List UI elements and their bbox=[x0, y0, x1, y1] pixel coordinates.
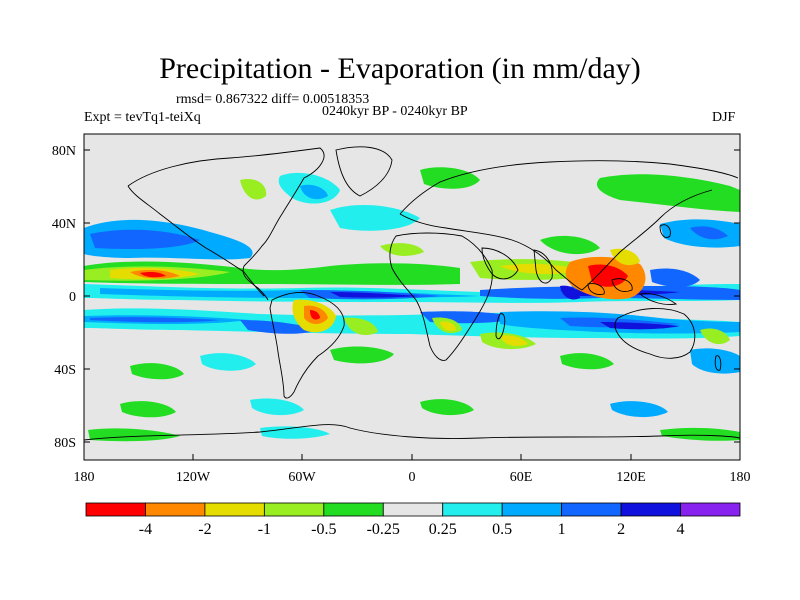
longitude-axis bbox=[83, 454, 741, 460]
season-label: DJF bbox=[712, 110, 736, 125]
lon-tick-label: 60W bbox=[288, 470, 316, 485]
lat-tick-label: 80S bbox=[54, 436, 76, 451]
lat-tick-label: 40N bbox=[52, 217, 76, 232]
lat-tick-label: 80N bbox=[52, 144, 76, 159]
lon-tick-label: 120E bbox=[616, 470, 646, 485]
precip-evap-field bbox=[84, 167, 740, 442]
colorbar-label: 2 bbox=[617, 521, 625, 538]
period-label: 0240kyr BP - 0240kyr BP bbox=[322, 104, 468, 119]
lat-tick-label: 40S bbox=[54, 363, 76, 378]
map-title: Precipitation - Evaporation (in mm/day) bbox=[159, 52, 641, 85]
colorbar-label: -0.25 bbox=[367, 521, 400, 538]
lon-tick-label: 60E bbox=[510, 470, 533, 485]
colorbar-swatch bbox=[561, 502, 622, 517]
colorbar-swatch bbox=[85, 502, 146, 517]
lon-tick-label: 120W bbox=[176, 470, 211, 485]
colorbar-swatch bbox=[680, 502, 741, 517]
colorbar-label: 0.25 bbox=[429, 521, 457, 538]
colorbar-label: 1 bbox=[558, 521, 566, 538]
colorbar-swatch bbox=[620, 502, 681, 517]
latitude-labels: 80N 40N 0 40S 80S bbox=[52, 144, 76, 451]
longitude-labels: 180 120W 60W 0 60E 120E 180 bbox=[74, 470, 751, 485]
lon-tick-label: 180 bbox=[74, 470, 95, 485]
colorbar-label: -0.5 bbox=[311, 521, 336, 538]
colorbar-swatch bbox=[442, 502, 503, 517]
colorbar: -4 -2 -1 -0.5 -0.25 0.25 0.5 1 2 4 bbox=[85, 502, 741, 538]
colorbar-swatch bbox=[501, 502, 563, 517]
lon-tick-label: 0 bbox=[409, 470, 416, 485]
colorbar-label: 4 bbox=[677, 521, 685, 538]
colorbar-label: -4 bbox=[139, 521, 152, 538]
colorbar-swatch bbox=[263, 502, 325, 517]
coastlines bbox=[84, 146, 740, 441]
lat-tick-label: 0 bbox=[69, 290, 76, 305]
colorbar-swatch bbox=[145, 502, 206, 517]
latitude-axis bbox=[84, 149, 740, 443]
stats-text: rmsd= 0.867322 diff= 0.00518353 bbox=[176, 92, 370, 107]
lon-tick-label: 180 bbox=[730, 470, 751, 485]
colorbar-swatch bbox=[204, 502, 265, 517]
colorbar-label: 0.5 bbox=[492, 521, 512, 538]
map-plot-area bbox=[84, 134, 740, 460]
colorbar-swatch bbox=[323, 502, 384, 517]
colorbar-swatch bbox=[382, 502, 444, 517]
experiment-label: Expt = tevTq1-teiXq bbox=[84, 110, 201, 125]
colorbar-label: -1 bbox=[258, 521, 271, 538]
colorbar-label: -2 bbox=[198, 521, 211, 538]
